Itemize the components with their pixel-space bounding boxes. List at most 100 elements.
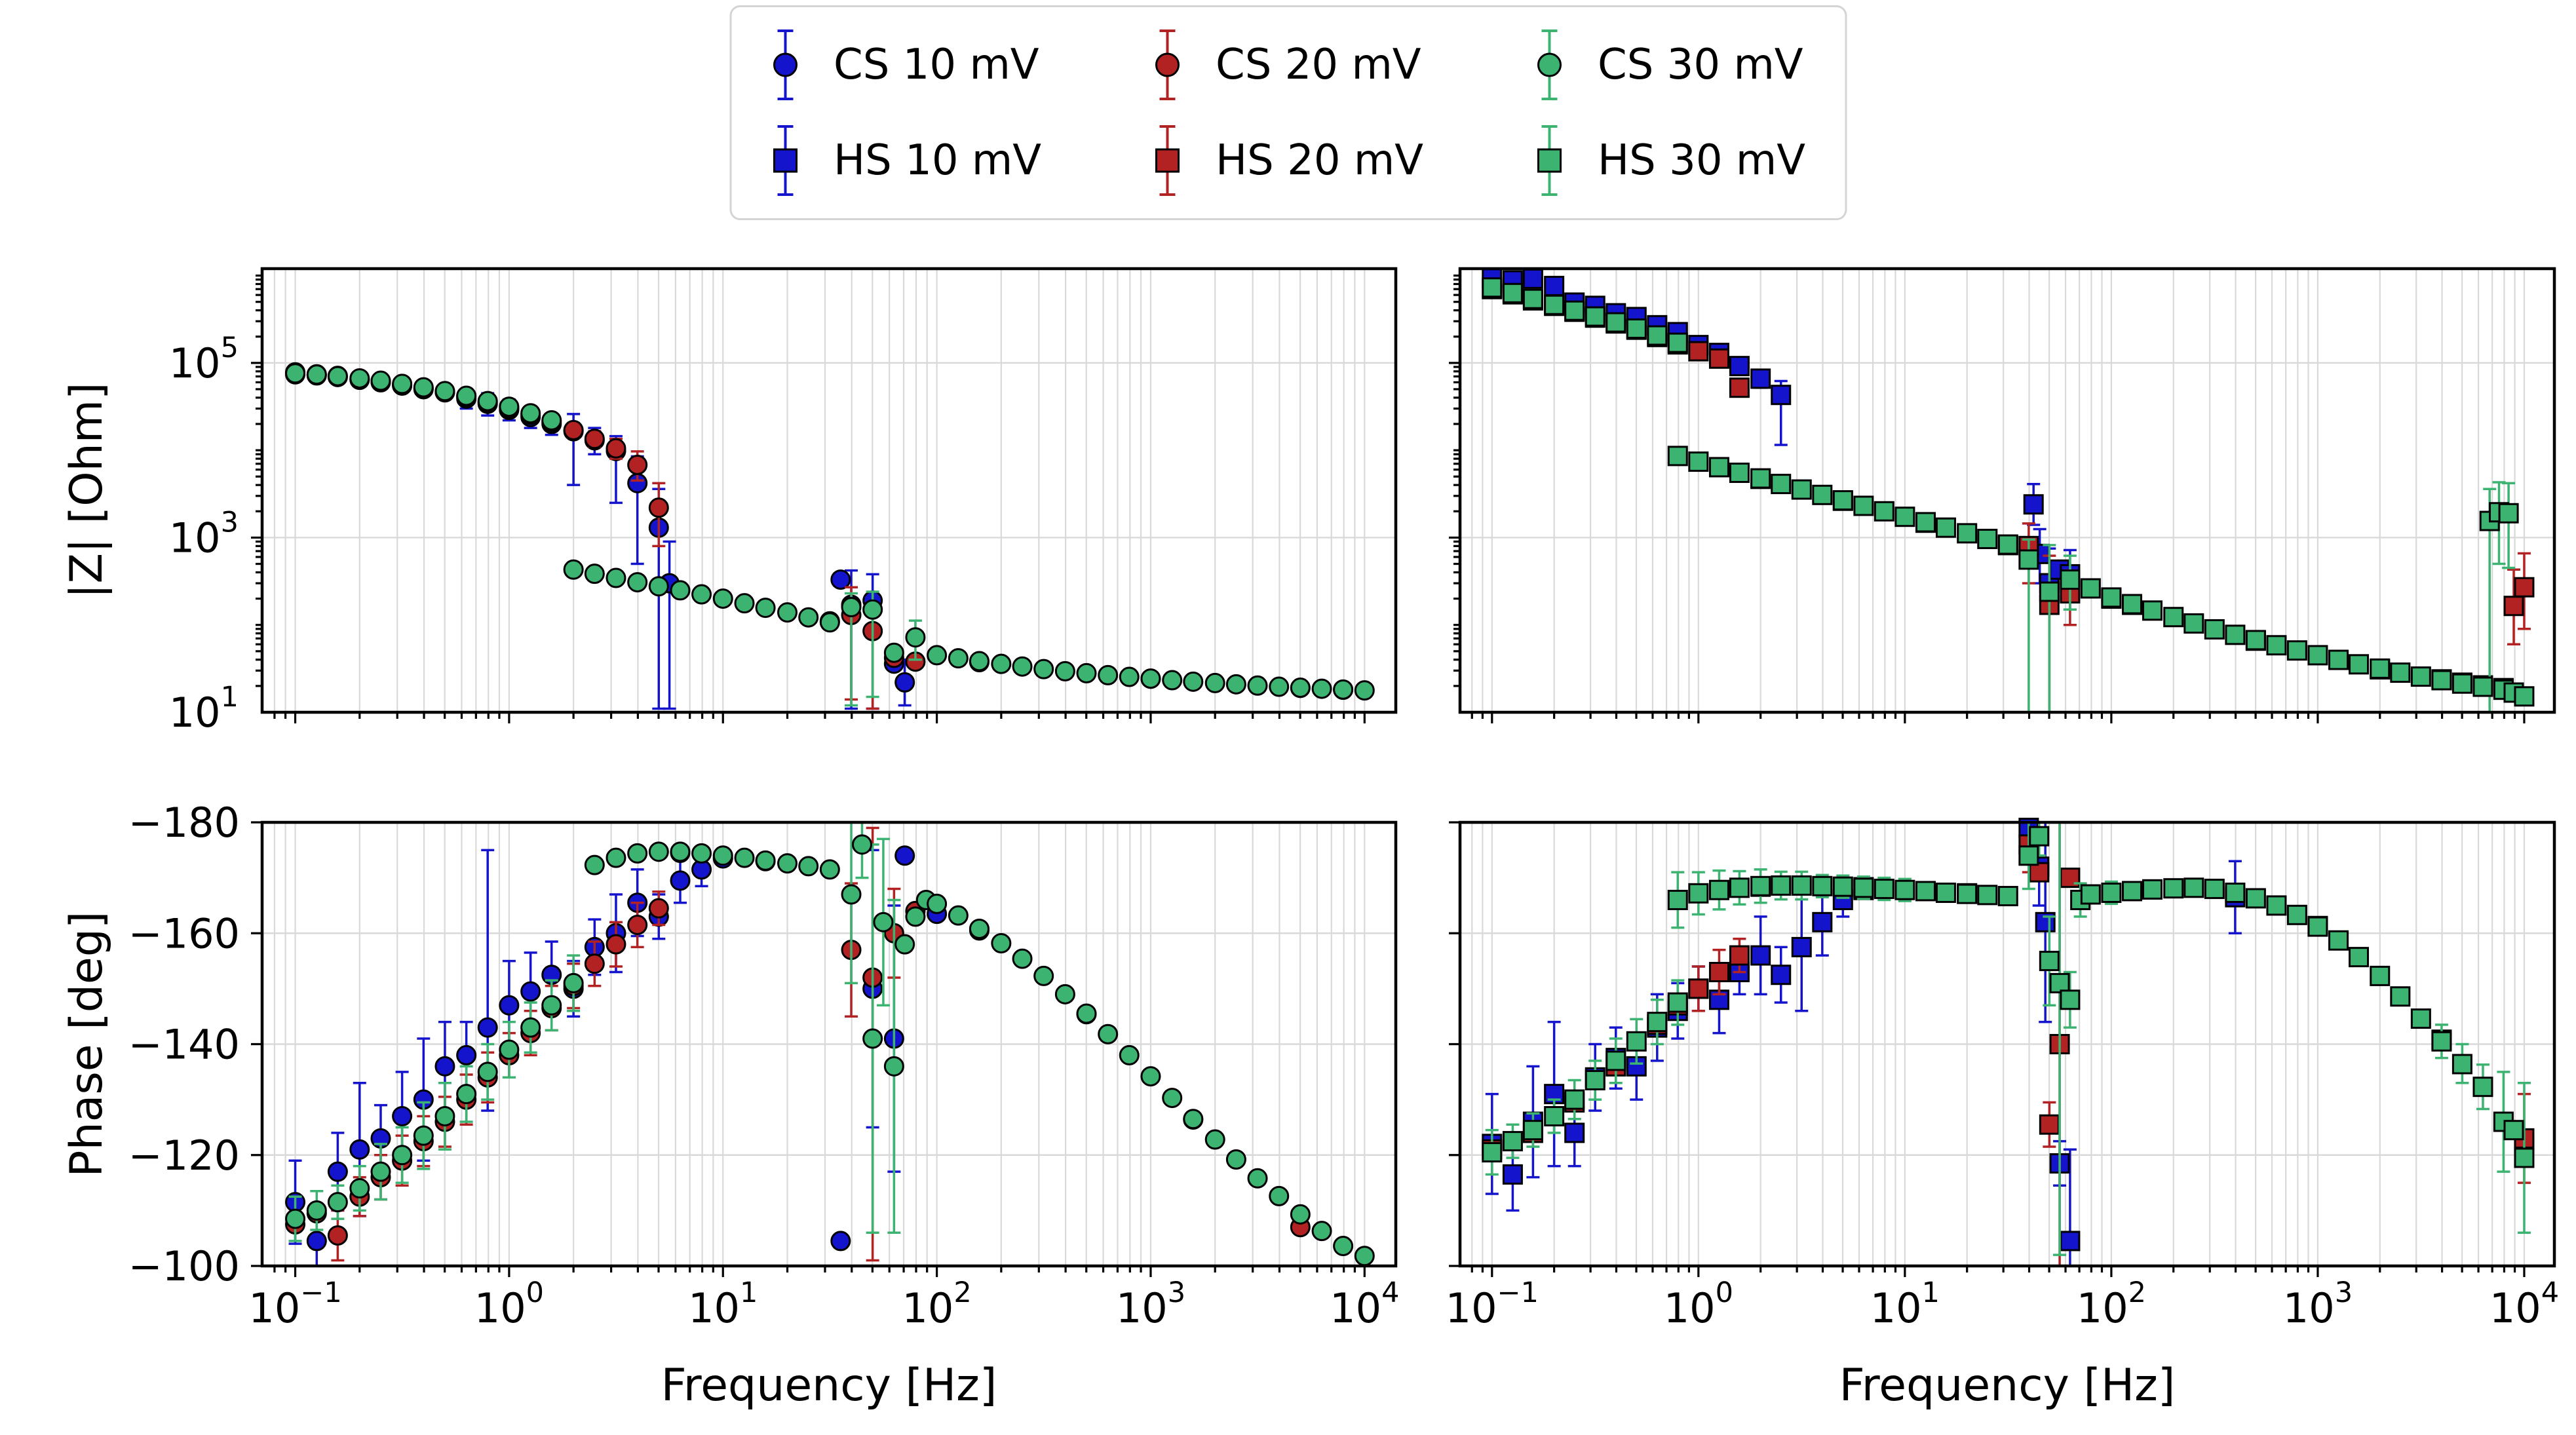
x-tick-label: 100	[474, 1276, 544, 1332]
data-point-hs30	[2122, 881, 2143, 902]
data-point-cs30	[1225, 1149, 1246, 1170]
data-point-hs30	[1791, 875, 1812, 896]
data-point-cs30	[883, 642, 904, 663]
data-point-cs30	[1290, 678, 1311, 698]
legend-label: HS 10 mV	[834, 136, 1041, 185]
data-point-hs30	[2183, 877, 2204, 898]
x-tick-label: 103	[1116, 1276, 1185, 1332]
data-point-hs30	[2328, 930, 2349, 951]
data-point-cs30	[1076, 1003, 1097, 1024]
data-point-cs30	[456, 1084, 477, 1105]
subplot-phase-hs: 10−1 100 101 102 103 104 Frequency [Hz]	[1446, 817, 2559, 1411]
series-cs10	[285, 362, 915, 710]
errorbar-circle-marker-icon	[1155, 29, 1180, 100]
y-axis-title: Phase [deg]	[61, 911, 113, 1177]
series-hs10	[1482, 268, 2143, 714]
data-point-hs30	[1626, 1031, 1647, 1052]
data-point-hs30	[2142, 879, 2163, 900]
data-point-hs20	[1708, 961, 1729, 982]
data-point-cs20	[606, 438, 626, 459]
data-point-hs30	[1667, 446, 1688, 467]
y-tick-label: 105	[169, 332, 239, 387]
data-point-cs30	[606, 567, 626, 588]
data-point-hs30	[2204, 619, 2225, 640]
y-tick-label: 101	[169, 681, 239, 737]
data-point-hs30	[2514, 686, 2535, 707]
data-point-cs10	[327, 1161, 348, 1182]
data-point-hs30	[1915, 881, 1936, 902]
data-point-hs30	[2245, 630, 2266, 651]
data-point-hs30	[1874, 879, 1894, 900]
data-point-hs30	[2122, 594, 2143, 615]
data-point-cs30	[456, 385, 477, 406]
data-point-hs30	[1667, 332, 1688, 353]
data-point-cs30	[1269, 676, 1290, 697]
data-point-hs30	[2472, 1077, 2493, 1098]
errorbar-square-marker-icon	[1537, 125, 1562, 196]
data-point-cs30	[712, 588, 733, 609]
data-point-hs30	[1688, 883, 1709, 904]
data-point-cs30	[499, 1039, 520, 1060]
data-point-cs30	[648, 841, 669, 862]
data-point-cs20	[563, 419, 584, 440]
data-point-hs30	[1750, 875, 1771, 896]
data-point-hs30	[2204, 879, 2225, 900]
data-point-hs30	[1708, 457, 1729, 478]
series-hs30	[1482, 277, 2535, 714]
data-point-hs30	[1853, 877, 1874, 898]
data-point-cs30	[948, 648, 969, 669]
data-point-cs30	[905, 627, 926, 648]
data-point-hs30	[1771, 875, 1792, 896]
data-point-hs20	[1688, 978, 1709, 999]
data-point-hs30	[2039, 581, 2060, 602]
data-point-hs10	[1812, 911, 1833, 932]
data-point-hs30	[2390, 986, 2411, 1007]
data-point-hs30	[1502, 1131, 1523, 1152]
data-point-hs20	[2039, 1114, 2060, 1135]
x-tick-label: 100	[1664, 1276, 1733, 1332]
data-point-hs20	[2503, 596, 2524, 617]
data-point-hs30	[2245, 888, 2266, 909]
data-point-cs30	[841, 884, 862, 905]
data-point-cs30	[1333, 679, 1354, 700]
data-point-cs30	[327, 1192, 348, 1213]
data-point-hs10	[1544, 275, 1565, 296]
legend: CS 10 mV HS 10 mV CS 20 mV HS 20 mV CS 30 mV…	[729, 5, 1847, 220]
data-point-cs30	[883, 1056, 904, 1077]
data-point-hs30	[2225, 882, 2246, 903]
data-point-cs30	[1311, 1221, 1332, 1242]
data-point-hs10	[1791, 936, 1812, 957]
data-point-hs30	[2018, 549, 2039, 570]
legend-label: HS 20 mV	[1216, 136, 1423, 185]
data-point-hs30	[2410, 666, 2431, 687]
data-point-hs30	[2349, 654, 2370, 675]
data-point-hs30	[1667, 992, 1688, 1013]
data-point-hs30	[2266, 635, 2287, 656]
data-point-hs30	[1585, 306, 1605, 327]
data-point-hs10	[1502, 1164, 1523, 1185]
errorbar-square-marker-icon	[1155, 125, 1180, 196]
data-point-cs30	[1354, 1246, 1375, 1267]
data-point-hs30	[2451, 673, 2472, 694]
data-point-cs30	[798, 607, 819, 628]
data-point-cs30	[1098, 664, 1119, 685]
data-point-cs30	[349, 1178, 370, 1199]
data-point-hs30	[1482, 1142, 1503, 1163]
data-point-hs20	[2514, 577, 2535, 598]
data-point-hs30	[1957, 883, 1978, 904]
data-point-hs10	[1522, 268, 1543, 289]
data-point-cs30	[434, 381, 455, 402]
data-point-cs30	[734, 593, 755, 614]
data-point-cs20	[627, 454, 648, 475]
grid-phase-cs	[262, 822, 1396, 1266]
data-point-cs20	[584, 953, 605, 974]
data-point-hs30	[2060, 989, 2081, 1010]
data-point-hs30	[1812, 875, 1833, 896]
data-point-cs30	[520, 1017, 541, 1038]
errorbar-square-marker-icon	[773, 125, 798, 196]
data-point-cs30	[1204, 672, 1225, 693]
data-point-hs30	[1647, 325, 1668, 346]
data-point-cs30	[370, 370, 391, 391]
data-point-cs30	[691, 584, 712, 605]
